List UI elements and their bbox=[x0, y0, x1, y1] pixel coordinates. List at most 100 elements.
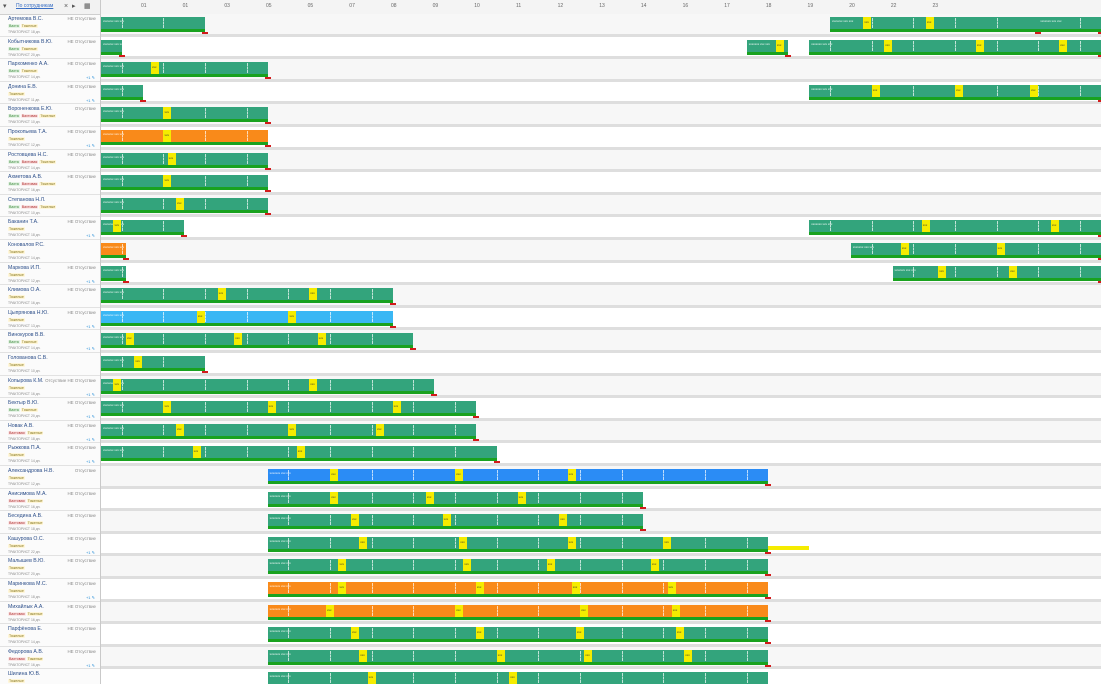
copy-icon[interactable]: +1 ✎ bbox=[85, 323, 95, 329]
employee-row[interactable]: Бектыр В.Ю. НЕ Отсуствие Вахта Тяжелые ТРАКТ… bbox=[0, 398, 100, 421]
employee-name[interactable]: Вороненкова Е.Ю. bbox=[8, 106, 53, 113]
break-segment[interactable]: ххх bbox=[938, 265, 947, 278]
break-segment[interactable]: ххх bbox=[459, 536, 468, 549]
copy-icon[interactable]: +1 ✎ bbox=[85, 391, 95, 397]
shift-bar[interactable]: ххххххх ххх ххх ххх bbox=[101, 197, 268, 210]
copy-icon[interactable]: +1 ✎ bbox=[85, 233, 95, 239]
shift-bar[interactable]: ххххххх ххх ххх bbox=[101, 265, 126, 278]
break-segment[interactable]: ххх bbox=[546, 559, 555, 572]
employee-name[interactable]: Шилина Ю.В. bbox=[8, 671, 41, 678]
shift-bar[interactable]: ххххххх ххх ххх ххх ххх ххх bbox=[809, 39, 1101, 52]
shift-bar[interactable]: ххххххх ххх ххх ххх ххх ххх ххх bbox=[267, 582, 768, 594]
copy-icon[interactable]: +1 ✎ bbox=[85, 595, 95, 600]
break-segment[interactable]: ххх bbox=[455, 604, 464, 617]
employee-row[interactable]: Цыпрянова Н.Ю. НЕ Отсуствие Тяжелые ТРАКТОР… bbox=[0, 308, 100, 331]
shift-bar[interactable]: ххххххх ххх ххх ххх ххх ххх ххх bbox=[267, 627, 768, 640]
shift-bar[interactable]: ххххххх ххх ххх ххх ххх ххх ххх bbox=[267, 604, 768, 617]
employee-row[interactable]: Донина Е.В. НЕ Отсуствие Тяжелые ТРАКТОРИСТ… bbox=[0, 82, 100, 105]
employee-row[interactable]: Маринкова М.С. НЕ Отсуствие Тяжелые ТРАКТОР… bbox=[0, 579, 100, 602]
break-segment[interactable]: ххх bbox=[359, 649, 368, 662]
employee-name[interactable]: Анисимова М.А. bbox=[8, 490, 47, 497]
copy-icon[interactable]: +1 ✎ bbox=[85, 662, 95, 668]
break-segment[interactable]: ххх bbox=[884, 39, 893, 52]
break-segment[interactable]: ххх bbox=[955, 84, 964, 97]
group-selector[interactable]: По сотрудникам bbox=[16, 3, 54, 9]
employee-name[interactable]: Винокуров В.В. bbox=[8, 332, 45, 339]
shift-bar[interactable]: ххххххх ххх ххх bbox=[101, 17, 206, 29]
copy-icon[interactable]: +1 ✎ bbox=[85, 549, 95, 555]
shift-bar[interactable]: ххххххх ххх ххх ххх ххх ххх ххх bbox=[267, 536, 768, 549]
shift-bar[interactable]: ххххххх ххх ххх ххх ххх bbox=[101, 288, 393, 301]
copy-icon[interactable]: +1 ✎ bbox=[85, 459, 95, 465]
break-segment[interactable]: ххх bbox=[921, 220, 930, 233]
shift-bar[interactable]: ххххххх ххх ххх ххх ххх ххх bbox=[267, 469, 768, 481]
employee-name[interactable]: Малышев В.Ю. bbox=[8, 558, 45, 565]
employee-name[interactable]: Рыжкова П.А. bbox=[8, 445, 41, 452]
break-segment[interactable]: ххх bbox=[567, 536, 576, 549]
break-segment[interactable]: ххх bbox=[125, 333, 134, 346]
break-segment[interactable]: ххх bbox=[350, 514, 359, 527]
shift-bar[interactable]: ххххххх ххх ххх ххх ххх bbox=[267, 672, 768, 684]
employee-name[interactable]: Беседина А.В. bbox=[8, 513, 43, 520]
break-segment[interactable]: ххх bbox=[996, 243, 1005, 255]
employee-name[interactable]: Степанова Н.Л. bbox=[8, 196, 46, 203]
employee-name[interactable]: Донина Е.В. bbox=[8, 83, 38, 90]
grid-icon[interactable]: ▦ bbox=[84, 3, 91, 10]
employee-name[interactable]: Пархоменко А.А. bbox=[8, 61, 49, 68]
employee-row[interactable]: Ахметова А.В. НЕ Отсуствие Вахта Вахтовая Тя… bbox=[0, 172, 100, 195]
employee-row[interactable]: Копырова К.М. Отсуствие НЕ Отсуствие Тяжел… bbox=[0, 376, 100, 399]
shift-bar[interactable]: ххххххх ххх ххх ххх bbox=[101, 152, 268, 165]
funnel-icon[interactable]: ▾ bbox=[3, 3, 7, 10]
break-segment[interactable]: ххх bbox=[163, 107, 172, 120]
break-segment[interactable]: ххх bbox=[575, 627, 584, 640]
employee-row[interactable]: Беседина А.В. НЕ Отсуствие Вахтовая Тяжелые… bbox=[0, 511, 100, 534]
copy-icon[interactable]: +1 ✎ bbox=[85, 346, 95, 352]
break-segment[interactable]: ххх bbox=[650, 559, 659, 572]
break-segment[interactable]: ххх bbox=[455, 469, 464, 481]
shift-bar[interactable]: ххххххх ххх ххх ххх ххх ххх bbox=[809, 84, 1101, 97]
employee-name[interactable]: Михайлык А.А. bbox=[8, 603, 44, 610]
employee-name[interactable]: Цыпрянова Н.Ю. bbox=[8, 309, 49, 316]
employee-row[interactable]: Кашурова О.С. НЕ Отсуствие Тяжелые ТРАКТОРИ… bbox=[0, 534, 100, 557]
break-segment[interactable]: ххх bbox=[509, 672, 518, 684]
break-segment[interactable]: ххх bbox=[234, 333, 243, 346]
shift-bar[interactable]: ххххххх ххх ххх ххх ххх ххх bbox=[267, 514, 643, 527]
employee-name[interactable]: Маркова И.П. bbox=[8, 264, 41, 271]
break-segment[interactable]: ххх bbox=[1030, 84, 1039, 97]
shift-bar[interactable]: ххххххх ххх ххх ххх ххх ххх bbox=[101, 401, 476, 414]
break-segment[interactable]: ххх bbox=[663, 536, 672, 549]
employee-name[interactable]: Новак А.В. bbox=[8, 422, 34, 429]
break-segment[interactable]: ххх bbox=[900, 243, 909, 255]
employee-name[interactable]: Баканин Т.А. bbox=[8, 219, 39, 226]
break-segment[interactable]: ххх bbox=[425, 491, 434, 504]
employee-row[interactable]: Коновалов Р.С. Тяжелые ТРАКТОРИСТ 14 дн. bbox=[0, 240, 100, 263]
employee-name[interactable]: Ростовцева Н.С. bbox=[8, 151, 48, 158]
employee-row[interactable]: Пархоменко А.А. НЕ Отсуствие Вахта Тяжелые Т… bbox=[0, 59, 100, 82]
employee-row[interactable]: Александрова Н.В. Отсуствие Тяжелые ТРАКТОР… bbox=[0, 466, 100, 489]
break-segment[interactable]: ххх bbox=[571, 582, 580, 594]
break-segment[interactable]: ххх bbox=[675, 627, 684, 640]
employee-name[interactable]: Голованова С.В. bbox=[8, 355, 48, 361]
employee-row[interactable]: Анисимова М.А. НЕ Отсуствие Вахтовая Тяжелы… bbox=[0, 489, 100, 512]
shift-bar[interactable]: ххххххх ххх ххх ххх ххх ххх ххх bbox=[267, 559, 768, 572]
shift-bar[interactable]: ххххххх ххх ххх ххх ххх bbox=[101, 310, 393, 323]
employee-row[interactable]: Ростовцева Н.С. НЕ Отсуствие Вахта Вахтовая… bbox=[0, 150, 100, 173]
chevron-down-icon[interactable]: ▸ bbox=[72, 3, 76, 10]
break-segment[interactable]: ххх bbox=[196, 310, 205, 323]
close-icon[interactable]: × bbox=[64, 3, 69, 10]
shift-bar[interactable]: ххххххх ххх ххх bbox=[101, 39, 122, 52]
break-segment[interactable]: ххх bbox=[330, 469, 339, 481]
break-segment[interactable]: ххх bbox=[442, 514, 451, 527]
employee-name[interactable]: Коновалов Р.С. bbox=[8, 242, 45, 248]
copy-icon[interactable]: +1 ✎ bbox=[85, 97, 95, 103]
employee-row[interactable]: Рыжкова П.А. НЕ Отсуствие Тяжелые ТРАКТОРИС… bbox=[0, 443, 100, 466]
break-segment[interactable]: ххх bbox=[163, 130, 172, 142]
copy-icon[interactable]: +1 ✎ bbox=[85, 75, 95, 81]
break-segment[interactable]: ххх bbox=[671, 604, 680, 617]
break-segment[interactable]: ххх bbox=[580, 604, 589, 617]
employee-row[interactable]: Кобытникова В.Ю. НЕ Отсуствие Вахта Тяжелые… bbox=[0, 37, 100, 60]
shift-bar[interactable]: ххххххх ххх ххх ххх bbox=[101, 130, 268, 142]
break-segment[interactable]: ххх bbox=[309, 378, 318, 391]
employee-row[interactable]: Климова О.А. НЕ Отсуствие Тяжелые ТРАКТОРИС… bbox=[0, 285, 100, 308]
break-segment[interactable]: ххх bbox=[113, 378, 122, 391]
